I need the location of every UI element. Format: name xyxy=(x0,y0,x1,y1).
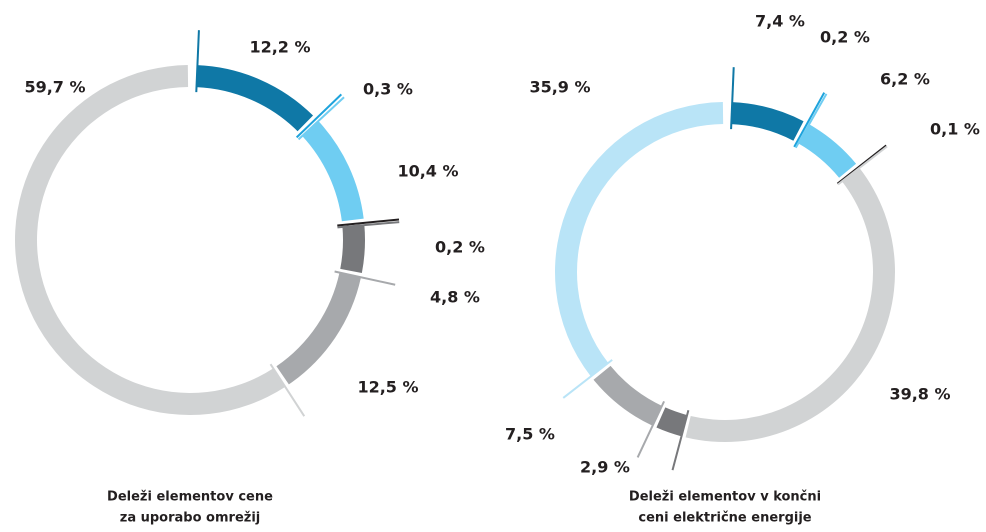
leader-line xyxy=(793,92,826,148)
leader-line xyxy=(837,145,888,186)
leader-line xyxy=(730,67,735,130)
chart-title: Deleži elementov v končni xyxy=(629,490,821,505)
leader-line xyxy=(297,96,345,141)
donut-segment xyxy=(14,65,286,415)
leader-line xyxy=(195,30,200,93)
donut-segment xyxy=(302,121,364,222)
value-label: 0,3 % xyxy=(363,80,413,99)
leader-line xyxy=(269,363,306,417)
leader-line xyxy=(636,400,665,458)
chart-title: Deleži elementov cene xyxy=(107,490,273,505)
leader-line xyxy=(671,409,690,471)
value-label: 6,2 % xyxy=(880,70,930,89)
value-label: 59,7 % xyxy=(24,78,85,97)
donut-segment xyxy=(593,365,662,426)
value-label: 7,5 % xyxy=(505,425,555,444)
donut-segment xyxy=(340,225,365,273)
leader-line xyxy=(337,218,400,227)
value-label: 0,2 % xyxy=(435,238,485,257)
leader-line xyxy=(295,93,343,139)
value-label: 10,4 % xyxy=(397,162,458,181)
value-label: 0,2 % xyxy=(820,28,870,47)
donut-segment xyxy=(685,167,896,442)
leader-line xyxy=(334,270,396,286)
donut-segment xyxy=(196,65,314,132)
value-label: 0,1 % xyxy=(930,120,980,139)
value-label: 4,8 % xyxy=(430,288,480,307)
donut-segment xyxy=(731,102,804,141)
leader-line xyxy=(794,93,828,149)
value-label: 7,4 % xyxy=(755,12,805,31)
chart-title: za uporabo omrežij xyxy=(120,511,261,526)
donut-segment xyxy=(555,102,724,377)
value-label: 12,5 % xyxy=(357,378,418,397)
donut-segment xyxy=(656,407,688,437)
donut-segment xyxy=(276,272,361,385)
value-label: 2,9 % xyxy=(580,458,630,477)
donut-segment xyxy=(798,124,857,178)
value-label: 12,2 % xyxy=(249,38,310,57)
chart-title: ceni električne energije xyxy=(638,511,811,526)
leader-line xyxy=(562,359,613,399)
leader-line xyxy=(337,221,400,229)
value-label: 35,9 % xyxy=(529,78,590,97)
value-label: 39,8 % xyxy=(889,385,950,404)
